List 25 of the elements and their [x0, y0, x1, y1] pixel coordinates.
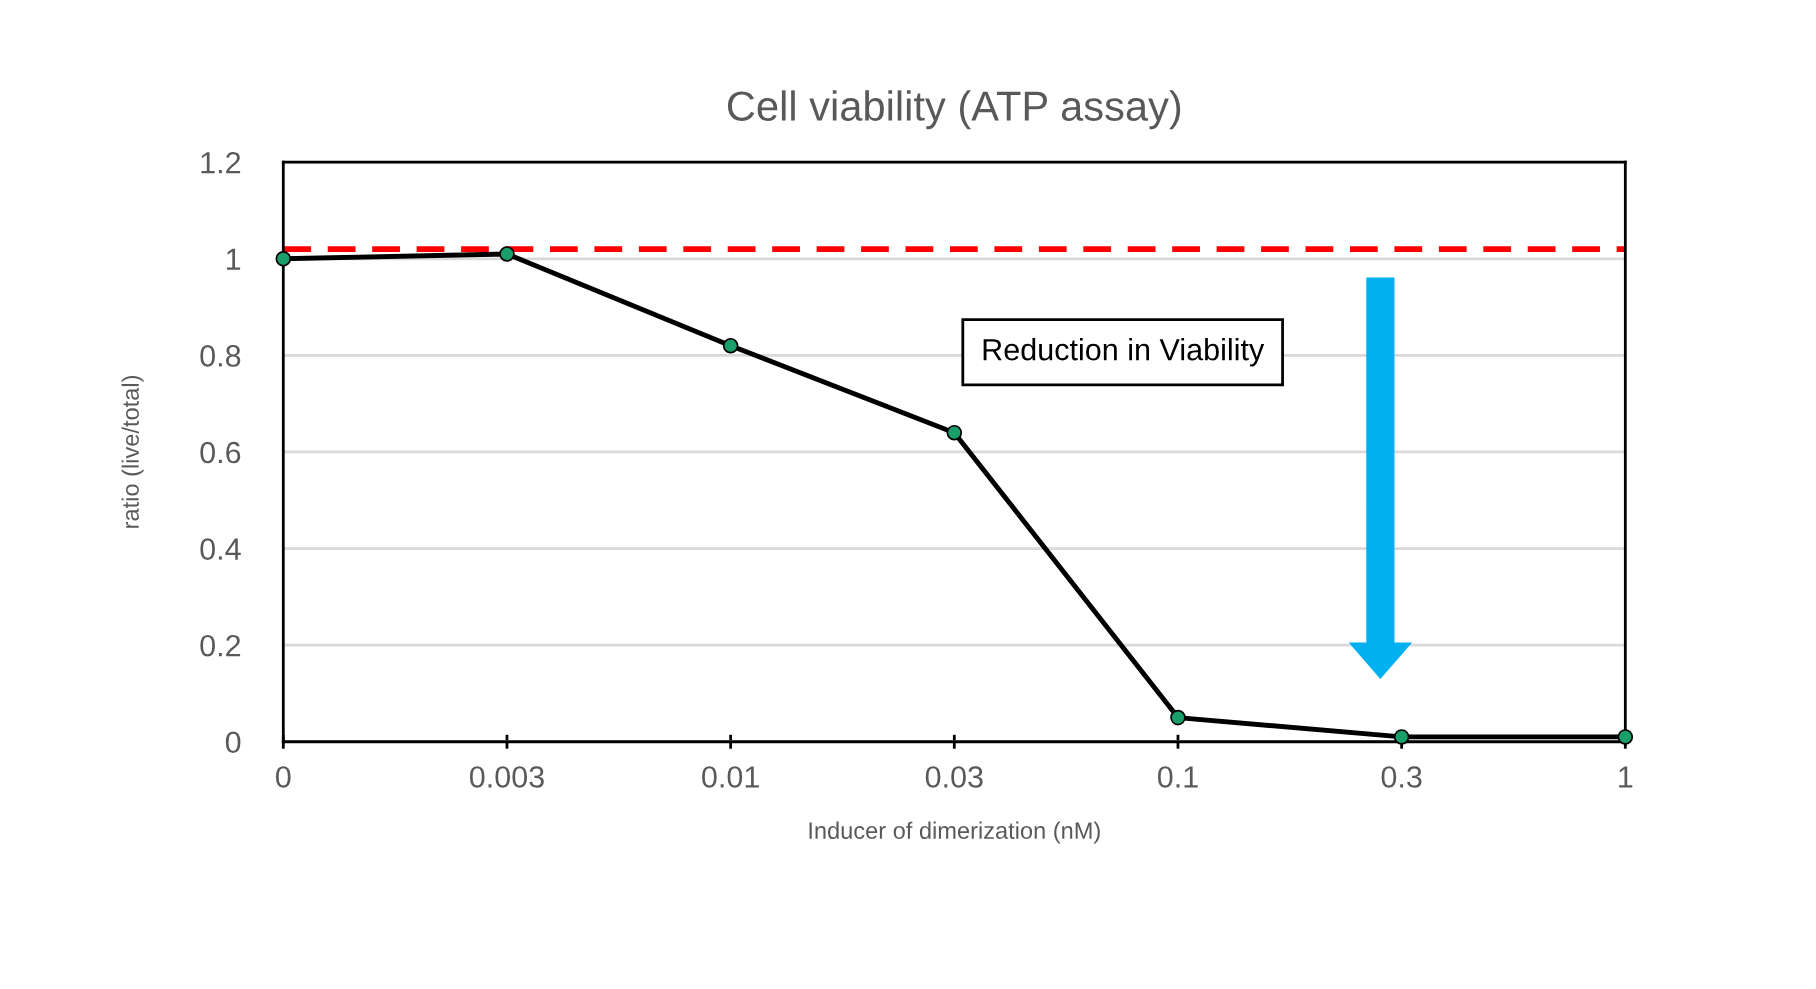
y-tick-label: 1 [226, 248, 241, 270]
y-tick-label: 1.2 [201, 151, 241, 174]
point [1170, 709, 1186, 726]
x-tick-label: 0.01 [702, 766, 759, 788]
point [499, 246, 515, 262]
y-tick-label: 0.6 [200, 441, 241, 464]
y-tick-label: 0.8 [200, 345, 241, 367]
point [1393, 729, 1410, 745]
x-tick-label: 1 [1619, 766, 1633, 788]
x-tick-label: 0 [275, 766, 291, 788]
y-tick-label: 0.4 [200, 538, 241, 560]
point [722, 337, 739, 354]
y-tick-label: 0 [225, 731, 241, 754]
y-axis-title: ratio (live/total) [121, 376, 144, 528]
point [946, 424, 963, 441]
annotation: Reduction in Viability [983, 338, 1265, 367]
chart-title: Cell viability (ATP assay) [727, 90, 1181, 130]
x-tick-label: 0.03 [925, 766, 983, 788]
point [1617, 729, 1634, 745]
point [275, 251, 292, 267]
x-axis-title: Inducer of dimerization (nM) [809, 821, 1100, 844]
x-tick-label: 0.3 [1381, 766, 1422, 788]
x-tick-label: 0.1 [1157, 766, 1198, 788]
x-tick-label: 0.003 [469, 766, 544, 788]
y-tick-label: 0.2 [200, 634, 241, 657]
